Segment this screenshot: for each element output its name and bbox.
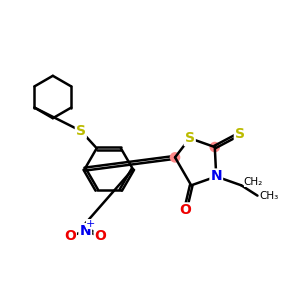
Circle shape bbox=[170, 152, 180, 163]
Text: S: S bbox=[76, 124, 86, 138]
Text: N: N bbox=[210, 169, 222, 184]
Text: +: + bbox=[85, 220, 95, 230]
Text: O: O bbox=[64, 229, 76, 243]
Circle shape bbox=[209, 142, 220, 152]
Text: N: N bbox=[80, 224, 91, 238]
Text: S: S bbox=[185, 131, 195, 145]
Text: O: O bbox=[94, 229, 106, 243]
Text: CH₂: CH₂ bbox=[244, 177, 263, 187]
Text: S: S bbox=[235, 127, 245, 141]
Text: CH₃: CH₃ bbox=[260, 190, 279, 201]
Text: O: O bbox=[179, 203, 191, 218]
